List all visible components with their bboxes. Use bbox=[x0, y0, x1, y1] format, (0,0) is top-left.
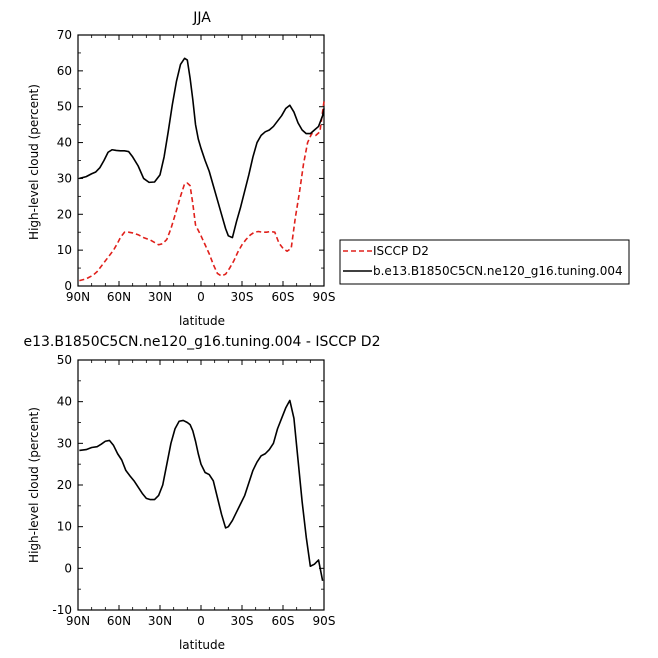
top-x-axis: 90N 60N 30N 0 30S 60S 90S bbox=[66, 35, 336, 304]
bottom-x-axis-label: latitude bbox=[179, 638, 225, 652]
y-tick-label: 30 bbox=[57, 436, 72, 450]
bottom-y-axis: -10 0 10 20 30 40 50 bbox=[52, 353, 324, 617]
series-line-1 bbox=[79, 57, 325, 239]
x-tick-label: 60S bbox=[272, 614, 295, 628]
y-tick-label: 70 bbox=[57, 28, 72, 42]
y-tick-label: -10 bbox=[52, 603, 72, 617]
x-tick-label: 0 bbox=[197, 614, 205, 628]
x-tick-label: 90S bbox=[313, 290, 336, 304]
x-tick-label: 30N bbox=[148, 290, 172, 304]
bottom-y-axis-label: High-level cloud (percent) bbox=[27, 407, 41, 563]
y-tick-label: 0 bbox=[64, 561, 72, 575]
x-tick-label: 60S bbox=[272, 290, 295, 304]
y-tick-label: 60 bbox=[57, 64, 72, 78]
y-tick-label: 50 bbox=[57, 353, 72, 367]
series-line-0 bbox=[79, 101, 325, 282]
top-y-axis: 0 10 20 30 40 50 60 70 bbox=[57, 28, 324, 293]
legend-box bbox=[339, 239, 630, 285]
y-tick-label: 20 bbox=[57, 207, 72, 221]
x-tick-label: 30N bbox=[148, 614, 172, 628]
legend-label-isccp: ISCCP D2 bbox=[373, 244, 429, 258]
x-tick-label: 60N bbox=[107, 614, 131, 628]
y-tick-label: 50 bbox=[57, 100, 72, 114]
series-line-0 bbox=[79, 399, 324, 581]
y-tick-label: 40 bbox=[57, 136, 72, 150]
bottom-series-group bbox=[79, 399, 324, 581]
bottom-chart-title: e13.B1850C5CN.ne120_g16.tuning.004 - ISC… bbox=[23, 334, 380, 350]
legend-label-model: b.e13.B1850C5CN.ne120_g16.tuning.004 bbox=[373, 264, 623, 278]
y-tick-label: 20 bbox=[57, 478, 72, 492]
x-tick-label: 30S bbox=[231, 290, 254, 304]
top-x-axis-label: latitude bbox=[179, 314, 225, 328]
x-tick-label: 90S bbox=[313, 614, 336, 628]
x-tick-label: 90N bbox=[66, 614, 90, 628]
y-tick-label: 40 bbox=[57, 395, 72, 409]
y-tick-label: 0 bbox=[64, 279, 72, 293]
x-tick-label: 90N bbox=[66, 290, 90, 304]
x-tick-label: 60N bbox=[107, 290, 131, 304]
y-tick-label: 30 bbox=[57, 171, 72, 185]
legend: ISCCP D2 b.e13.B1850C5CN.ne120_g16.tunin… bbox=[339, 239, 630, 285]
y-tick-label: 10 bbox=[57, 520, 72, 534]
top-panel: JJA 90N 60N 30N 0 30S 60S 90S 010203040506070 … bbox=[27, 10, 335, 328]
x-tick-label: 30S bbox=[231, 614, 254, 628]
top-chart-title: JJA bbox=[192, 10, 211, 26]
y-tick-label: 10 bbox=[57, 243, 72, 257]
bottom-plot-frame bbox=[77, 359, 325, 611]
x-tick-label: 0 bbox=[197, 290, 205, 304]
top-series-group bbox=[79, 57, 325, 282]
bottom-panel: e13.B1850C5CN.ne120_g16.tuning.004 - ISC… bbox=[23, 334, 380, 652]
top-y-axis-label: High-level cloud (percent) bbox=[27, 84, 41, 240]
bottom-x-axis: 90N 60N 30N 0 30S 60S 90S bbox=[66, 360, 336, 628]
